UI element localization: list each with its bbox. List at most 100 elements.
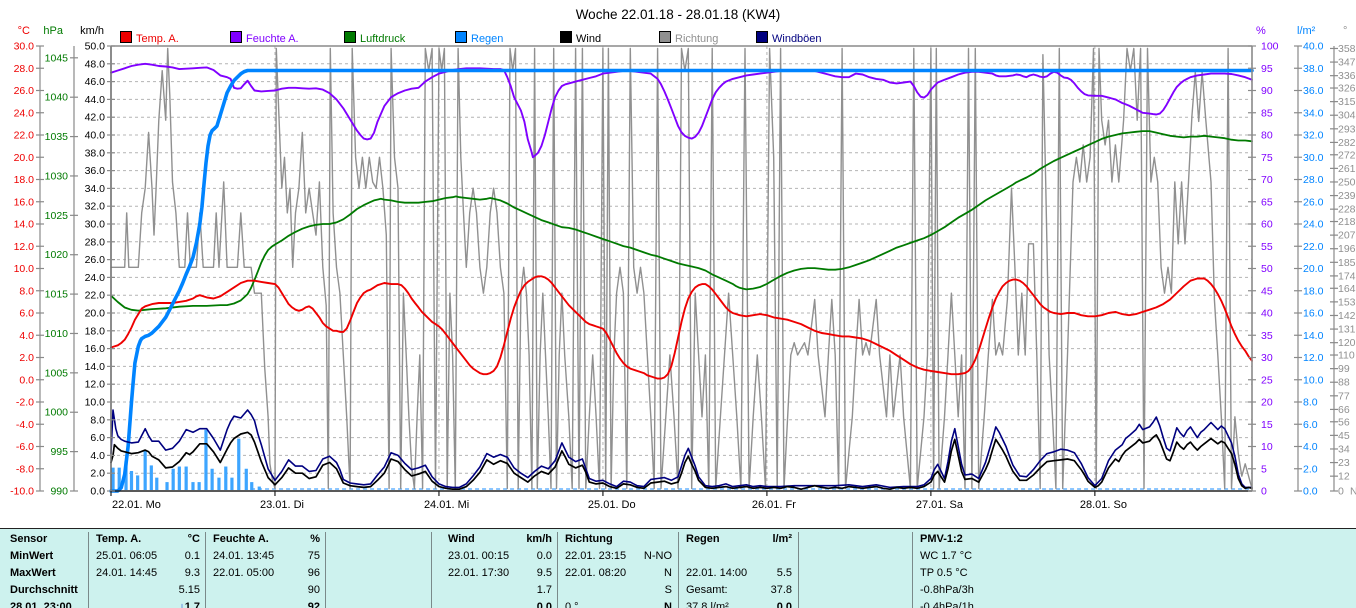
axis-tick-label-°: 34 <box>1338 443 1350 455</box>
axis-tick-label-%: 75 <box>1261 152 1273 164</box>
axis-tick-label-%: 35 <box>1261 330 1273 342</box>
axis-tick-label-km/h: 22.0 <box>85 290 106 302</box>
rain-bar <box>217 477 221 490</box>
stat-value: N <box>664 601 672 608</box>
axis-tick-label-°: 77 <box>1338 390 1350 402</box>
day-label: 27.01. Sa <box>916 499 964 511</box>
axis-tick-label-l/m²: 16.0 <box>1303 308 1324 320</box>
axis-tick-label-km/h: 42.0 <box>85 112 106 124</box>
axis-tick-label-km/h: 26.0 <box>85 254 106 266</box>
axis-tick-label-°: 293 <box>1338 123 1356 135</box>
stat-value: 0.1 <box>184 550 200 562</box>
axis-tick-label-km/h: 40.0 <box>85 130 106 142</box>
axis-tick-label-%: 50 <box>1261 263 1273 275</box>
axis-tick-label-l/m²: 8.0 <box>1303 397 1318 409</box>
axis-tick-label-°: 239 <box>1338 190 1356 202</box>
rain-bar <box>177 466 181 490</box>
legend-item-luftdruck: Luftdruck <box>344 31 405 45</box>
axis-tick-label-%: 85 <box>1261 107 1273 119</box>
axis-tick-label-°: 358 <box>1338 43 1356 55</box>
axis-tick-label-°: 250 <box>1338 176 1356 188</box>
table-separator <box>325 532 326 608</box>
axis-tick-label-°: 272 <box>1338 149 1356 161</box>
axis-tick-label-km/h: 10.0 <box>85 397 106 409</box>
axis-tick-label-l/m²: 30.0 <box>1303 152 1324 164</box>
axis-tick-label-%: 90 <box>1261 85 1273 97</box>
col-unit: % <box>310 533 320 545</box>
stat-value: 5.15 <box>178 584 200 596</box>
axis-tick-label-hPa: 1020 <box>45 249 69 261</box>
chart-title: Woche 22.01.18 - 28.01.18 (KW4) <box>575 7 781 22</box>
axis-tick-label-°C: 8.0 <box>19 285 34 297</box>
axis-tick-label-°: 99 <box>1338 363 1350 375</box>
axis-tick-label-km/h: 6.0 <box>90 432 105 444</box>
axis-tick-label-°: 218 <box>1338 216 1356 228</box>
rain-bar <box>237 438 241 490</box>
table-separator <box>912 532 913 608</box>
stat-value: N-NO <box>643 550 672 562</box>
axis-tick-label-°C: 10.0 <box>14 263 35 275</box>
rain-bar <box>129 470 134 490</box>
axis-tick-label-l/m²: 4.0 <box>1303 441 1318 453</box>
stat-value: 75 <box>307 550 320 562</box>
legend-label: Windböen <box>772 33 822 45</box>
axis-tick-label-km/h: 46.0 <box>85 76 106 88</box>
legend-label: Feuchte A. <box>246 33 299 45</box>
stat-time: 22.01. 17:30 <box>448 567 510 579</box>
rain-bar <box>250 482 254 490</box>
direction-line <box>110 47 1253 490</box>
axis-tick-label-km/h: 2.0 <box>90 468 105 480</box>
rain-bar <box>171 468 175 490</box>
rain-bar <box>149 465 153 490</box>
axis-tick-label-%: 55 <box>1261 241 1273 253</box>
axis-tick-label-hPa: 1000 <box>45 407 69 419</box>
axis-tick-label-km/h: 50.0 <box>85 41 106 53</box>
axis-tick-label-hPa: 1005 <box>45 367 69 379</box>
table-separator <box>205 532 206 608</box>
axis-tick-label-km/h: 20.0 <box>85 308 106 320</box>
stat-time: 22.01. 05:00 <box>213 567 275 579</box>
axis-tick-label-%: 0 <box>1261 486 1267 498</box>
legend-item-windb-en: Windböen <box>756 31 822 45</box>
stat-time: 37.8 l/m² <box>686 601 729 608</box>
axis-tick-label-l/m²: 20.0 <box>1303 263 1324 275</box>
row-label: Durchschnitt <box>10 584 78 596</box>
stat-value: 0.0 <box>536 601 552 608</box>
pmv-line: -0.8hPa/3h <box>920 584 974 596</box>
axis-tick-label-km/h: 24.0 <box>85 272 106 284</box>
axis-tick-label-hPa: 1035 <box>45 131 69 143</box>
temperature-line <box>110 275 1253 380</box>
col-unit: l/m² <box>772 533 792 545</box>
axis-tick-label-%: 95 <box>1261 63 1273 75</box>
axis-tick-label-hPa: 1025 <box>45 210 69 222</box>
axis-tick-label-l/m²: 40.0 <box>1303 41 1324 53</box>
axis-tick-label-km/h: 8.0 <box>90 414 105 426</box>
stat-value: 92 <box>307 601 320 608</box>
axis-tick-label-l/m²: 0.0 <box>1303 486 1318 498</box>
axis-unit-c: °C <box>18 25 30 37</box>
rain-bar <box>224 466 228 490</box>
legend-item-wind: Wind <box>560 31 601 45</box>
col-header: Richtung <box>565 533 613 545</box>
axis-tick-label-°C: 26.0 <box>14 85 35 97</box>
rain-bar <box>111 467 115 490</box>
stat-time: 23.01. 00:15 <box>448 550 510 562</box>
pressure-line <box>110 130 1253 312</box>
legend-label: Richtung <box>675 33 719 45</box>
col-header: Temp. A. <box>96 533 142 545</box>
legend-color-swatch <box>344 31 356 43</box>
axis-tick-label-hPa: 995 <box>50 446 68 458</box>
stat-value: 0.0 <box>776 601 792 608</box>
pmv-line: WC 1.7 °C <box>920 550 973 562</box>
axis-tick-label-hPa: 1040 <box>45 92 69 104</box>
axis-tick-label-°: 131 <box>1338 324 1356 336</box>
axis-tick-label-km/h: 44.0 <box>85 94 106 106</box>
axis-unit-lm2: l/m² <box>1297 25 1316 37</box>
axis-tick-label-l/m²: 32.0 <box>1303 130 1324 142</box>
legend-label: Regen <box>471 33 504 45</box>
axis-tick-label-°: 196 <box>1338 243 1356 255</box>
axis-tick-label-hPa: 1030 <box>45 170 69 182</box>
col-unit: °C <box>187 533 200 545</box>
legend-color-swatch <box>455 31 467 43</box>
axis-tick-label-%: 20 <box>1261 397 1273 409</box>
